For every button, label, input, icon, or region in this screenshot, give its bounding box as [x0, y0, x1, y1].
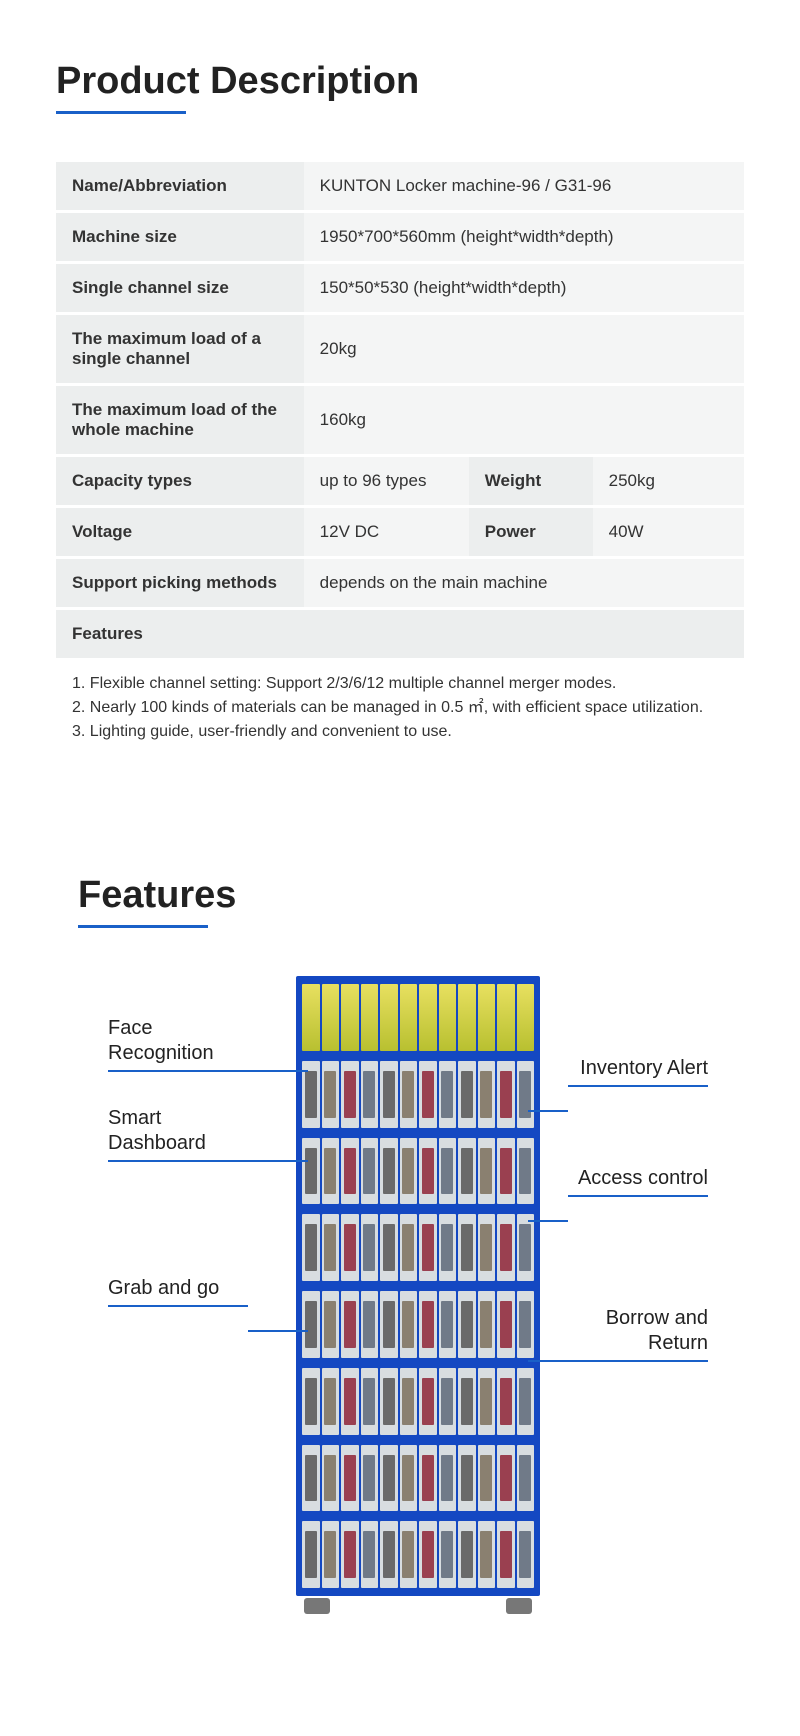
shelf-row: [302, 1443, 534, 1514]
spec-value: 20kg: [304, 314, 744, 385]
spec-label: The maximum load of the whole machine: [56, 385, 304, 456]
features-text: 1. Flexible channel setting: Support 2/3…: [56, 658, 744, 774]
spec-label: Machine size: [56, 212, 304, 263]
callout-smart-dashboard: Smart Dashboard: [108, 1106, 248, 1162]
shelf-row: [302, 1059, 534, 1130]
spec-label: The maximum load of a single channel: [56, 314, 304, 385]
spec-value: 250kg: [593, 456, 744, 507]
title-underline: [78, 925, 208, 928]
spec-label: Weight: [469, 456, 593, 507]
feature-line: 2. Nearly 100 kinds of materials can be …: [72, 696, 728, 720]
connector-line: [248, 1160, 308, 1162]
feature-line: 1. Flexible channel setting: Support 2/3…: [72, 672, 728, 696]
spec-label: Power: [469, 507, 593, 558]
connector-line: [528, 1360, 548, 1362]
connector-line: [248, 1330, 308, 1332]
callout-text: Inventory Alert: [568, 1056, 708, 1081]
connector-line: [248, 1070, 308, 1072]
spec-label: Single channel size: [56, 263, 304, 314]
spec-label: Name/Abbreviation: [56, 162, 304, 212]
callout-text: Face Recognition: [108, 1016, 248, 1066]
spec-value: 40W: [593, 507, 744, 558]
machine-foot: [506, 1598, 532, 1614]
shelf-row: [302, 1212, 534, 1283]
callout-text: Borrow and Return: [548, 1306, 708, 1356]
spec-value: 1950*700*560mm (height*width*depth): [304, 212, 744, 263]
spec-value: 12V DC: [304, 507, 469, 558]
callout-inventory-alert: Inventory Alert: [568, 1056, 708, 1087]
section-title: Product Description: [56, 60, 744, 103]
shelf-row: [302, 1136, 534, 1207]
machine-graphic: [296, 976, 540, 1596]
spec-label: Voltage: [56, 507, 304, 558]
title-underline: [56, 111, 186, 114]
callout-grab-and-go: Grab and go: [108, 1276, 248, 1307]
callout-face-recognition: Face Recognition: [108, 1016, 248, 1072]
shelf-row: [302, 1289, 534, 1360]
machine-foot: [304, 1598, 330, 1614]
spec-value: KUNTON Locker machine-96 / G31-96: [304, 162, 744, 212]
connector-line: [528, 1220, 568, 1222]
callout-text: Smart Dashboard: [108, 1106, 248, 1156]
spec-label: Features: [56, 609, 744, 659]
shelf-row: [302, 982, 534, 1053]
section-title: Features: [78, 874, 740, 917]
callout-access-control: Access control: [568, 1166, 708, 1197]
spec-label: Capacity types: [56, 456, 304, 507]
spec-value: depends on the main machine: [304, 558, 744, 609]
spec-table: Name/Abbreviation KUNTON Locker machine-…: [56, 162, 744, 658]
callout-borrow-return: Borrow and Return: [548, 1306, 708, 1362]
spec-value: up to 96 types: [304, 456, 469, 507]
spec-value: 160kg: [304, 385, 744, 456]
callout-text: Grab and go: [108, 1276, 248, 1301]
shelf-row: [302, 1366, 534, 1437]
spec-value: 150*50*530 (height*width*depth): [304, 263, 744, 314]
feature-diagram: Face Recognition Smart Dashboard Grab an…: [78, 976, 758, 1696]
spec-label: Support picking methods: [56, 558, 304, 609]
shelf-row: [302, 1519, 534, 1590]
feature-line: 3. Lighting guide, user-friendly and con…: [72, 720, 728, 744]
connector-line: [528, 1110, 568, 1112]
callout-text: Access control: [568, 1166, 708, 1191]
